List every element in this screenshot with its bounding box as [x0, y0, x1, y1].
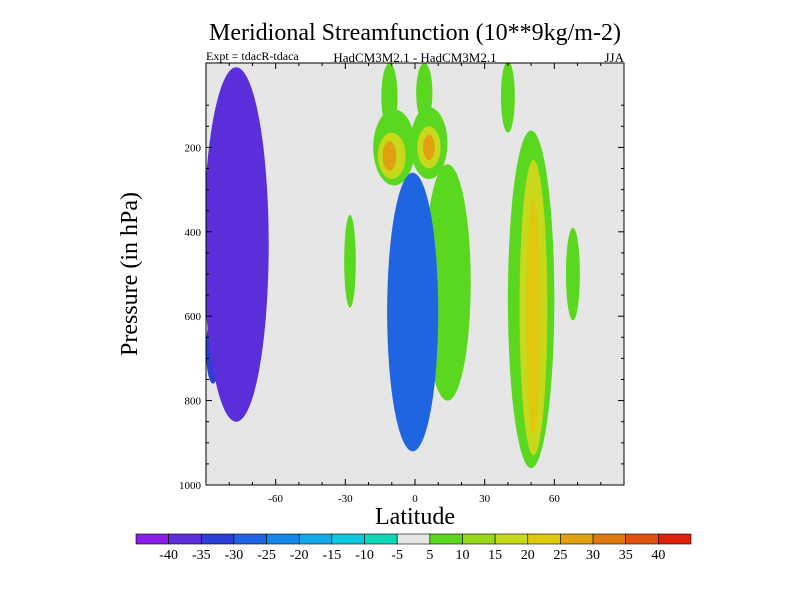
y-tick-label: 600 — [185, 311, 202, 323]
axis-ticks — [206, 63, 624, 485]
colorbar-label: 15 — [488, 548, 502, 563]
colorbar-box — [462, 533, 496, 545]
field-cell-equator-neg — [387, 172, 439, 452]
contour-fields — [206, 63, 580, 469]
field-cell-nh-main — [526, 198, 541, 435]
field-cell-upper-pos — [423, 134, 435, 161]
colorbar-label: 40 — [651, 548, 665, 563]
colorbar-box — [527, 533, 561, 545]
colorbar-box — [560, 533, 594, 545]
colorbar-box — [135, 533, 169, 545]
y-tick-label: 800 — [185, 396, 202, 408]
colorbar: -40 -35 -30 -25 -20 -15 -10 -5 5 10 15 20 25 30 35 40 — [135, 533, 692, 563]
field-cell-upper-stalk — [416, 63, 433, 123]
y-tick-label: 400 — [185, 227, 202, 239]
colorbar-label: -30 — [225, 548, 244, 563]
chart-subtitle-right: JJA — [604, 50, 624, 65]
chart-title: Meridional Streamfunction (10**9kg/m-2) — [209, 20, 621, 46]
colorbar-label: -15 — [323, 548, 342, 563]
colorbar-box — [494, 533, 529, 545]
field-cell-nh-east — [565, 227, 580, 321]
field-cell-upper-pos — [382, 141, 397, 171]
colorbar-box — [396, 533, 431, 545]
colorbar-box — [266, 533, 300, 545]
chart-subtitle-center: HadCM3M2.1 - HadCM3M2.1 — [333, 50, 496, 65]
colorbar-label: 5 — [426, 548, 433, 563]
x-tick-label: -60 — [268, 493, 283, 505]
colorbar-label: 30 — [586, 548, 600, 563]
colorbar-box — [625, 533, 659, 545]
axis-tick-labels: -60 -30 0 30 60 200 400 600 800 1000 — [179, 142, 560, 505]
colorbar-box — [331, 533, 365, 545]
colorbar-box — [298, 533, 333, 545]
colorbar-label: -5 — [391, 548, 403, 563]
y-tick-label: 1000 — [179, 480, 202, 492]
x-tick-label: 0 — [412, 493, 418, 505]
chart-subtitle-left: Expt = tdacR-tdaca — [206, 49, 299, 63]
colorbar-label: -25 — [257, 548, 276, 563]
x-tick-label: 30 — [479, 493, 491, 505]
colorbar-box — [364, 533, 398, 545]
x-axis-label: Latitude — [375, 504, 455, 530]
field-cell-south-main — [206, 67, 269, 422]
x-tick-label: -30 — [338, 493, 353, 505]
colorbar-label: -10 — [355, 548, 374, 563]
y-tick-label: 200 — [185, 142, 202, 154]
colorbar-box — [592, 533, 627, 545]
colorbar-box — [429, 533, 463, 545]
colorbar-box — [658, 533, 692, 545]
colorbar-box — [168, 533, 202, 545]
field-cell-west-flank — [344, 214, 356, 308]
colorbar-label: -20 — [290, 548, 309, 563]
colorbar-label: 10 — [455, 548, 469, 563]
colorbar-label: -35 — [192, 548, 211, 563]
colorbar-label: -40 — [159, 548, 178, 563]
field-cell-nh-top — [500, 63, 515, 133]
colorbar-box — [233, 533, 267, 545]
colorbar-label: 20 — [521, 548, 535, 563]
colorbar-box — [200, 533, 235, 545]
field-cell-upper-stalk — [381, 63, 398, 131]
colorbar-label: 25 — [553, 548, 567, 563]
colorbar-label: 35 — [619, 548, 633, 563]
x-tick-label: 60 — [549, 493, 561, 505]
y-axis-label: Pressure (in hPa) — [117, 192, 143, 356]
